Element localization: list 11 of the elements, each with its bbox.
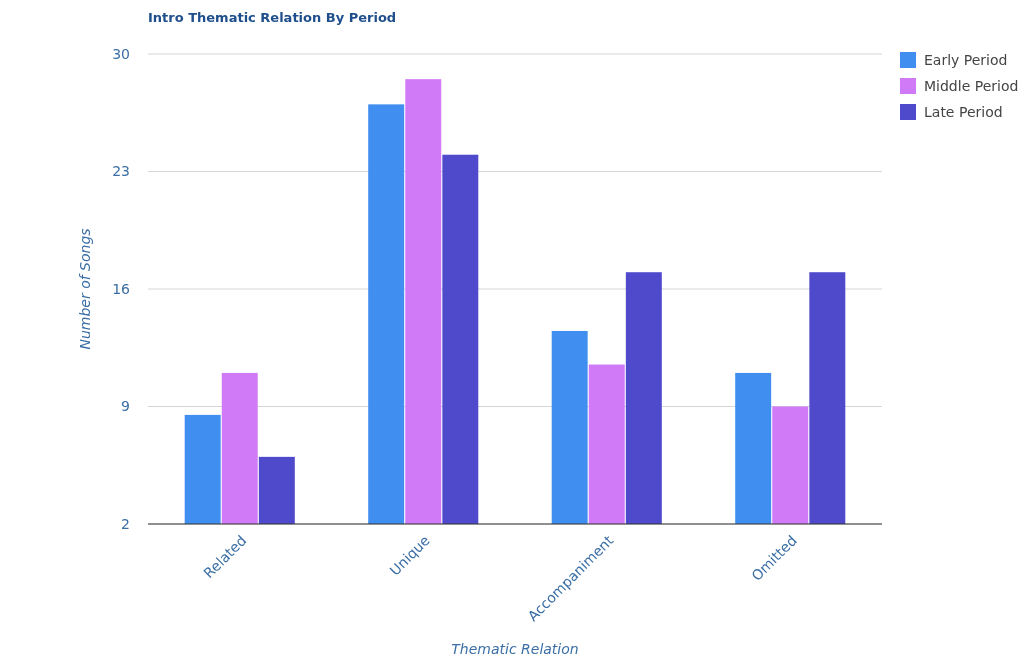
legend-label: Late Period: [924, 103, 1003, 120]
chart-title: Intro Thematic Relation By Period: [148, 10, 397, 25]
legend-label: Middle Period: [924, 77, 1019, 94]
y-tick-label: 2: [121, 515, 130, 532]
y-axis-title: Number of Songs: [77, 228, 93, 350]
legend-label: Early Period: [924, 51, 1008, 68]
y-tick-label: 23: [112, 163, 130, 180]
y-tick-label: 30: [112, 45, 130, 62]
y-tick-label: 9: [121, 398, 130, 415]
x-axis-title: Thematic Relation: [451, 641, 579, 657]
y-tick-label: 16: [112, 280, 131, 297]
